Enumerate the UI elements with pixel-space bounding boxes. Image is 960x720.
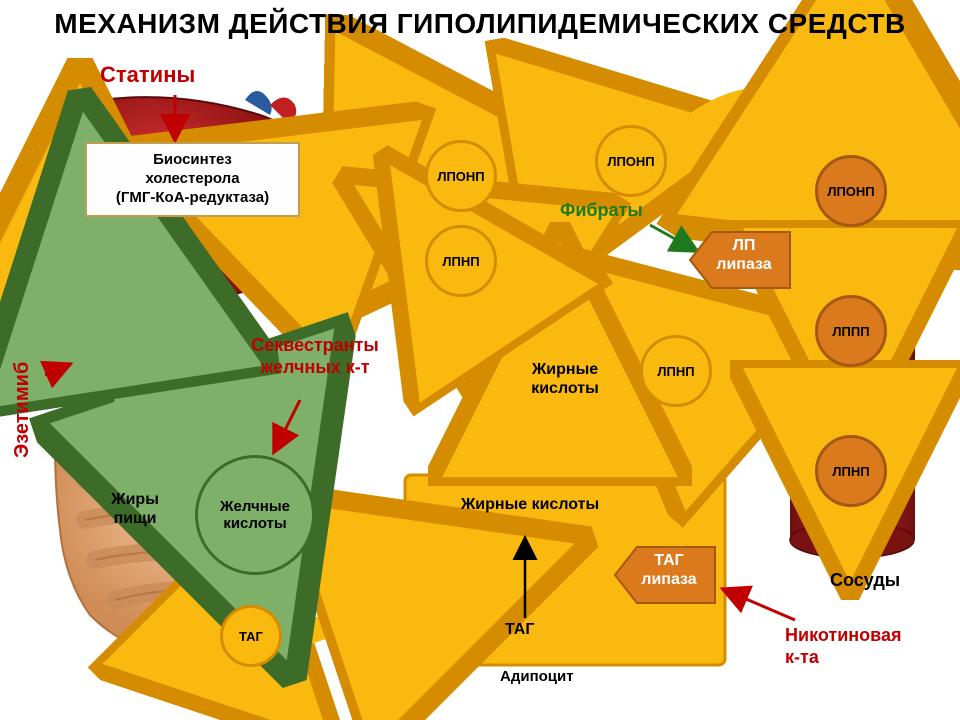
- arrow-niacin: [725, 590, 795, 620]
- niacin-l2: к-та: [785, 647, 819, 667]
- bile-line1: Желчные: [220, 498, 290, 515]
- seq-l2: желчных к-т: [260, 357, 369, 377]
- label-fibrates: Фибраты: [560, 200, 643, 222]
- node-vldl-vessel: ЛПОНП: [815, 155, 887, 227]
- tag-lipase-label: ТАГ липаза: [625, 551, 713, 589]
- node-ldl1: ЛПНП: [425, 225, 497, 297]
- label-statins: Статины: [100, 62, 195, 88]
- ff-l2: пищи: [114, 510, 157, 527]
- bile-line2: кислоты: [223, 515, 286, 532]
- niacin-l1: Никотиновая: [785, 625, 901, 645]
- seq-l1: Секвестранты: [251, 335, 379, 355]
- lp-lipase-l2: липаза: [716, 256, 771, 273]
- fao-l2: кислоты: [531, 380, 599, 397]
- arrow-vldl1-to-vldl2: [502, 160, 572, 172]
- arrow-ldl1-to-liver: [320, 220, 418, 255]
- liver-box-line1: Биосинтез: [153, 151, 232, 170]
- label-fatty-acids-in: Жирные кислоты: [430, 495, 630, 514]
- tag-lipase-l1: ТАГ: [654, 552, 683, 569]
- fao-l1: Жирные: [532, 361, 598, 378]
- page-title: МЕХАНИЗМ ДЕЙСТВИЯ ГИПОЛИПИДЕМИЧЕСКИХ СРЕ…: [0, 8, 960, 40]
- liver-box-line2: холестерола: [145, 170, 239, 189]
- label-vessels: Сосуды: [830, 570, 900, 592]
- node-tag: ТАГ: [220, 605, 282, 667]
- label-adipocyte: Адипоцит: [500, 668, 574, 686]
- node-vldl2: ЛПОНП: [595, 125, 667, 197]
- label-fatty-acids-out: Жирные кислоты: [510, 360, 620, 398]
- node-idl-vessel: ЛППП: [815, 295, 887, 367]
- label-sequestrants: Секвестранты желчных к-т: [225, 335, 405, 378]
- node-ldl2: ЛПНП: [640, 335, 712, 407]
- arrow-fibrates: [650, 225, 695, 250]
- ff-l1: Жиры: [111, 491, 159, 508]
- node-vldl1: ЛПОНП: [425, 140, 497, 212]
- arrow-ezetimibe: [45, 365, 68, 375]
- diagram-svg: [0, 0, 960, 720]
- liver-biosynthesis-box: Биосинтез холестерола (ГМГ-КоА-редуктаза…: [85, 142, 300, 217]
- arrow-liver-to-vldl1: [305, 170, 400, 172]
- label-niacin: Никотиновая к-та: [785, 625, 955, 668]
- lp-lipase-l1: ЛП: [733, 237, 756, 254]
- node-ldl-vessel: ЛПНП: [815, 435, 887, 507]
- liver-box-line3: (ГМГ-КоА-редуктаза): [116, 189, 269, 208]
- label-ezetimibe: Эзетимиб: [10, 340, 34, 480]
- lp-lipase-label: ЛП липаза: [700, 236, 788, 274]
- tag-lipase-l2: липаза: [641, 571, 696, 588]
- label-tag-in: ТАГ: [505, 620, 534, 639]
- node-bile-acids: Желчные кислоты: [195, 455, 315, 575]
- label-food-fats: Жиры пищи: [95, 490, 175, 528]
